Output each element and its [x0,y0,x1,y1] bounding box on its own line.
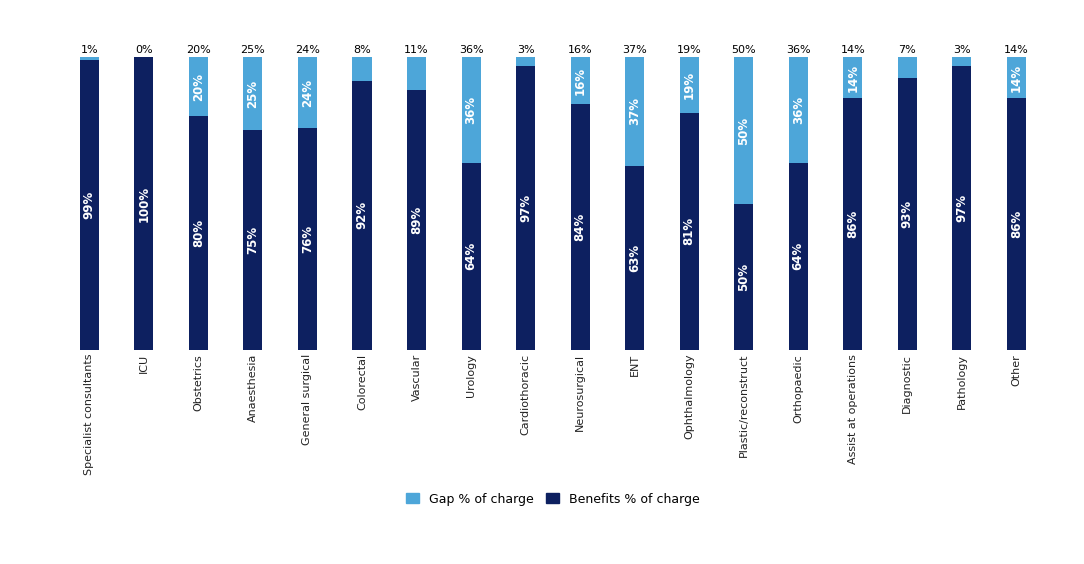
Text: 25%: 25% [246,80,259,108]
Bar [462,162,480,350]
Bar [789,58,808,162]
Text: 97%: 97% [955,194,968,222]
Bar [843,98,862,350]
Bar [189,58,208,116]
Text: 3%: 3% [517,45,534,55]
Text: 14%: 14% [1004,45,1029,55]
Bar [406,90,426,350]
Text: 16%: 16% [568,45,593,55]
Bar [952,66,971,350]
Text: 14%: 14% [847,64,860,92]
Text: 14%: 14% [1010,64,1023,92]
Text: 76%: 76% [301,224,314,253]
Bar [625,58,644,166]
Text: 50%: 50% [737,263,750,290]
Text: 86%: 86% [847,210,860,238]
Text: 36%: 36% [465,96,478,124]
Bar [570,104,590,350]
Bar [134,58,154,350]
Bar [462,58,480,162]
Text: 0%: 0% [136,45,153,55]
Text: 36%: 36% [786,45,811,55]
Text: 20%: 20% [192,73,205,100]
Bar [1007,58,1025,98]
Text: 92%: 92% [356,201,369,230]
Text: 24%: 24% [295,45,320,55]
Bar [80,60,99,350]
Bar [898,78,917,350]
Text: 86%: 86% [1010,210,1023,238]
Text: 37%: 37% [622,45,647,55]
Text: 81%: 81% [683,217,696,245]
Text: 25%: 25% [241,45,266,55]
Bar [298,58,317,127]
Bar [352,58,372,81]
Text: 37%: 37% [628,98,641,126]
Text: 64%: 64% [791,242,804,270]
Text: 19%: 19% [683,71,696,99]
Bar [80,58,99,60]
Legend: Gap % of charge, Benefits % of charge: Gap % of charge, Benefits % of charge [401,488,705,510]
Bar [189,116,208,350]
Bar [843,58,862,98]
Text: 93%: 93% [901,200,914,228]
Text: 3%: 3% [953,45,970,55]
Bar [680,113,699,350]
Text: 19%: 19% [676,45,701,55]
Text: 97%: 97% [519,194,532,222]
Text: 84%: 84% [573,213,586,241]
Bar [952,58,971,66]
Bar [570,58,590,104]
Bar [244,130,262,350]
Text: 50%: 50% [732,45,756,55]
Bar [734,58,753,204]
Bar [625,166,644,350]
Bar [1007,98,1025,350]
Bar [244,58,262,130]
Text: 75%: 75% [246,226,259,254]
Text: 36%: 36% [459,45,483,55]
Text: 80%: 80% [192,219,205,247]
Text: 89%: 89% [410,205,423,233]
Bar [298,127,317,350]
Text: 11%: 11% [404,45,429,55]
Text: 99%: 99% [82,191,95,219]
Text: 1%: 1% [80,45,99,55]
Bar [516,58,535,66]
Text: 7%: 7% [899,45,916,55]
Text: 16%: 16% [573,67,586,95]
Bar [789,162,808,350]
Text: 36%: 36% [791,96,804,124]
Bar [898,58,917,78]
Text: 14%: 14% [840,45,865,55]
Text: 63%: 63% [628,244,641,272]
Bar [352,81,372,350]
Bar [516,66,535,350]
Text: 8%: 8% [353,45,371,55]
Text: 100%: 100% [138,186,151,222]
Text: 50%: 50% [737,116,750,144]
Bar [734,204,753,350]
Bar [680,58,699,113]
Text: 64%: 64% [465,242,478,270]
Bar [406,58,426,90]
Text: 24%: 24% [301,78,314,107]
Text: 20%: 20% [186,45,210,55]
